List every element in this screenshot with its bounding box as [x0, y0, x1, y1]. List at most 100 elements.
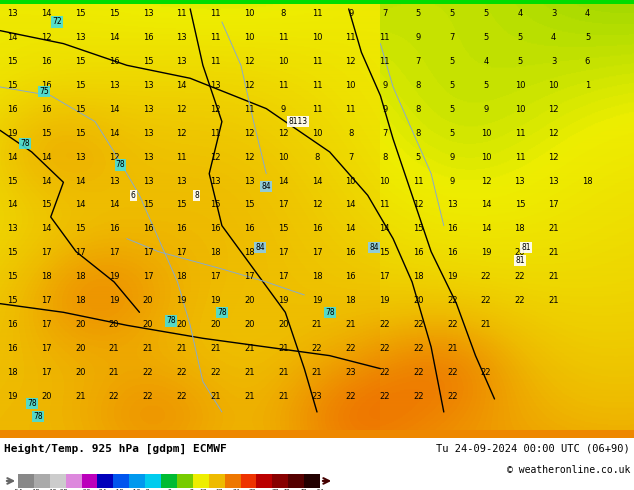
Text: 21: 21	[176, 344, 187, 353]
Text: 14: 14	[346, 224, 356, 233]
Text: 13: 13	[75, 33, 86, 42]
Text: 23: 23	[346, 368, 356, 377]
Text: 22: 22	[312, 344, 322, 353]
Text: 10: 10	[379, 176, 390, 186]
Text: 18: 18	[8, 368, 18, 377]
Text: 22: 22	[143, 392, 153, 401]
Text: 19: 19	[210, 296, 221, 305]
Text: 11: 11	[413, 176, 424, 186]
Text: 5: 5	[484, 9, 489, 18]
Bar	[256, 474, 273, 488]
Text: 16: 16	[413, 248, 424, 257]
Text: 14: 14	[481, 224, 491, 233]
Text: 5: 5	[484, 81, 489, 90]
Text: 16: 16	[143, 33, 153, 42]
Text: 12: 12	[176, 105, 187, 114]
Text: 16: 16	[8, 105, 18, 114]
Text: 13: 13	[143, 105, 153, 114]
Text: 22: 22	[176, 368, 187, 377]
Text: 14: 14	[346, 200, 356, 210]
Text: 11: 11	[312, 9, 322, 18]
Text: 12: 12	[413, 200, 424, 210]
Bar	[145, 474, 161, 488]
Text: 20: 20	[75, 320, 86, 329]
Bar	[18, 474, 34, 488]
Text: 22: 22	[481, 272, 491, 281]
Text: 84: 84	[255, 243, 265, 252]
Text: 18: 18	[176, 272, 187, 281]
Text: 15: 15	[210, 200, 221, 210]
Text: 38: 38	[271, 489, 279, 490]
Text: 15: 15	[278, 224, 288, 233]
Bar	[34, 474, 50, 488]
Text: 9: 9	[348, 9, 353, 18]
Bar	[129, 474, 145, 488]
Text: 16: 16	[109, 57, 119, 66]
Text: 22: 22	[379, 392, 390, 401]
Text: 15: 15	[8, 81, 18, 90]
Text: 7: 7	[450, 33, 455, 42]
Text: 18: 18	[312, 272, 322, 281]
Text: 5: 5	[416, 152, 421, 162]
Text: 54: 54	[316, 489, 324, 490]
Text: -12: -12	[130, 489, 141, 490]
Text: 4: 4	[585, 9, 590, 18]
Text: 14: 14	[8, 33, 18, 42]
Text: 21: 21	[447, 344, 458, 353]
Text: 11: 11	[176, 152, 187, 162]
Text: 15: 15	[244, 200, 255, 210]
Bar	[0, 430, 634, 434]
Text: 19: 19	[312, 296, 322, 305]
Text: 14: 14	[176, 81, 187, 90]
Text: 12: 12	[41, 33, 52, 42]
Text: 18: 18	[346, 296, 356, 305]
Text: 16: 16	[346, 272, 356, 281]
Text: 18: 18	[582, 176, 593, 186]
Text: Height/Temp. 925 hPa [gdpm] ECMWF: Height/Temp. 925 hPa [gdpm] ECMWF	[4, 444, 227, 454]
Text: 5: 5	[517, 57, 522, 66]
Text: 21: 21	[548, 272, 559, 281]
Text: 17: 17	[41, 320, 52, 329]
Text: 12: 12	[548, 105, 559, 114]
Text: 81: 81	[522, 243, 531, 252]
Text: 9: 9	[382, 81, 387, 90]
Text: 84: 84	[261, 182, 271, 191]
Text: 19: 19	[278, 296, 288, 305]
Text: 12: 12	[244, 152, 255, 162]
Text: 9: 9	[450, 152, 455, 162]
Text: 21: 21	[210, 344, 221, 353]
Text: 10: 10	[244, 33, 255, 42]
Text: 22: 22	[447, 392, 458, 401]
Text: 21: 21	[346, 320, 356, 329]
Text: 5: 5	[450, 9, 455, 18]
Text: 17: 17	[41, 368, 52, 377]
Text: 15: 15	[176, 200, 187, 210]
Text: 21: 21	[312, 320, 322, 329]
Text: 14: 14	[8, 152, 18, 162]
Text: 7: 7	[382, 128, 387, 138]
Text: 22: 22	[515, 272, 525, 281]
Text: 15: 15	[75, 81, 86, 90]
Text: 19: 19	[8, 392, 18, 401]
Bar	[161, 474, 177, 488]
Text: 16: 16	[210, 224, 221, 233]
Bar	[177, 474, 193, 488]
Text: 16: 16	[244, 224, 255, 233]
Text: 17: 17	[278, 200, 288, 210]
Text: 21: 21	[109, 368, 119, 377]
Text: 75: 75	[39, 87, 49, 96]
Text: 9: 9	[382, 105, 387, 114]
Text: 21: 21	[75, 392, 86, 401]
Bar	[0, 434, 634, 438]
Text: 21: 21	[481, 320, 491, 329]
Text: 19: 19	[109, 272, 119, 281]
Text: 13: 13	[109, 176, 119, 186]
Text: 22: 22	[346, 344, 356, 353]
Text: 11: 11	[278, 33, 288, 42]
Bar	[304, 474, 320, 488]
Text: 10: 10	[312, 33, 322, 42]
Text: 17: 17	[379, 272, 390, 281]
Text: 14: 14	[312, 176, 322, 186]
Text: 6: 6	[131, 191, 136, 200]
Text: 11: 11	[346, 33, 356, 42]
